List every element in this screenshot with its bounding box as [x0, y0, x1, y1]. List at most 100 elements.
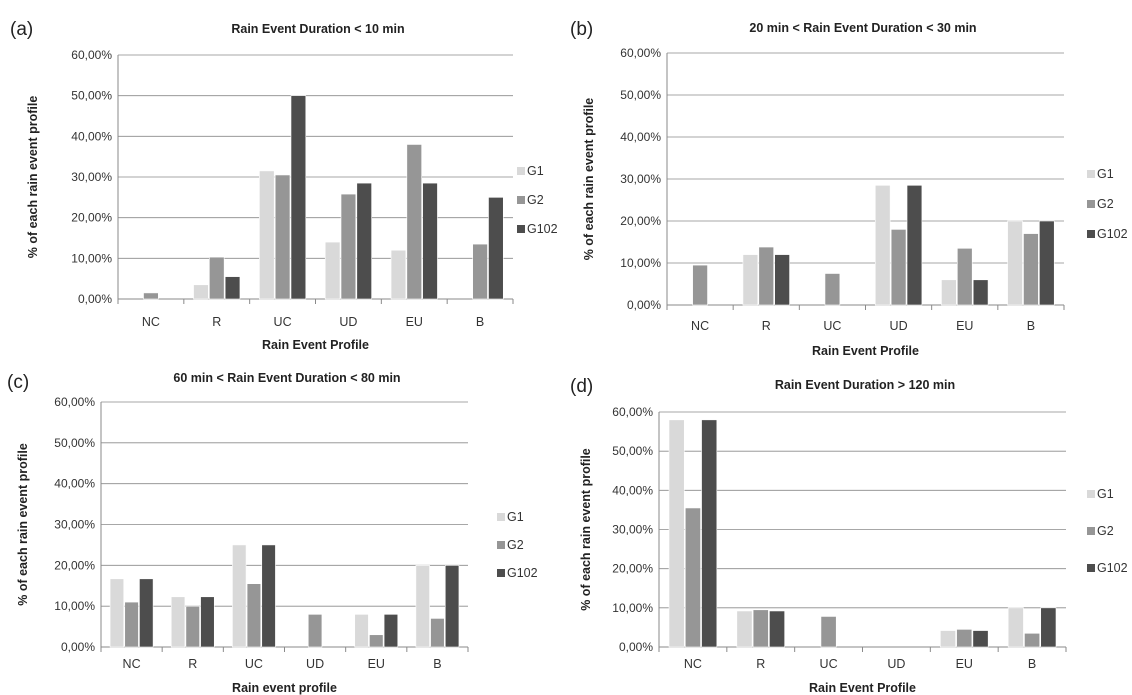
y-tick-label: 60,00%	[612, 405, 653, 419]
bar-g2-b	[472, 243, 488, 300]
x-axis-title: Rain Event Profile	[809, 681, 916, 695]
bar-g1-eu	[354, 614, 369, 648]
bar-g102-uc	[261, 544, 276, 648]
bar-g2-b	[1024, 632, 1041, 648]
legend-swatch-g2	[1087, 527, 1095, 535]
bar-g2-ud	[340, 193, 357, 300]
panel-label: (b)	[570, 19, 593, 40]
x-tick-label: UC	[245, 657, 263, 671]
bar-g2-uc	[820, 616, 837, 648]
x-tick-label: UC	[820, 657, 838, 671]
x-tick-label: B	[1027, 319, 1035, 333]
bar-g2-uc	[824, 273, 841, 306]
bar-g102-eu	[972, 630, 989, 648]
legend-swatch-g2	[517, 196, 525, 204]
bar-g102-b	[488, 197, 504, 300]
x-tick-label: EU	[406, 315, 423, 329]
x-tick-label: UD	[890, 319, 908, 333]
x-tick-label: B	[433, 657, 441, 671]
bar-g102-ud	[356, 182, 372, 300]
bar-g102-eu	[972, 279, 989, 306]
bar-g102-eu	[422, 182, 438, 300]
legend-swatch-g1	[1087, 490, 1095, 498]
y-tick-label: 50,00%	[620, 88, 661, 102]
y-axis-title: % of each rain event profile	[16, 443, 30, 606]
bar-g2-nc	[684, 507, 701, 648]
bar-g102-nc	[139, 578, 154, 648]
x-tick-label: R	[762, 319, 771, 333]
bar-g1-eu	[390, 249, 407, 300]
y-tick-label: 20,00%	[54, 558, 95, 572]
x-tick-label: NC	[123, 657, 141, 671]
bar-g2-eu	[956, 629, 973, 648]
y-tick-label: 20,00%	[71, 211, 112, 225]
bar-g2-uc	[246, 583, 262, 648]
chart-title: Rain Event Duration > 120 min	[775, 378, 955, 392]
legend-label: G1	[507, 510, 524, 524]
x-tick-label: UD	[306, 657, 324, 671]
legend-label: G102	[527, 222, 558, 236]
bar-g2-uc	[274, 174, 291, 300]
x-tick-label: UD	[339, 315, 357, 329]
bar-g102-uc	[290, 95, 307, 300]
chart-panel-1: (b) 20 min < Rain Event Duration < 30 min…	[570, 19, 1128, 358]
legend-label: G102	[1097, 561, 1128, 575]
chart-title: Rain Event Duration < 10 min	[231, 22, 404, 36]
bar-g1-r	[742, 254, 759, 306]
y-tick-label: 40,00%	[71, 129, 112, 143]
y-axis-title: % of each rain event profile	[582, 98, 596, 261]
bar-g2-r	[752, 609, 769, 648]
x-tick-label: EU	[956, 657, 973, 671]
legend-swatch-g1	[497, 513, 505, 521]
legend-label: G1	[1097, 487, 1114, 501]
bar-g2-ud	[307, 614, 323, 648]
y-tick-label: 60,00%	[620, 46, 661, 60]
y-tick-label: 50,00%	[71, 89, 112, 103]
legend-swatch-g102	[517, 225, 525, 233]
y-tick-label: 0,00%	[619, 640, 653, 654]
bar-g102-r	[200, 596, 215, 648]
bar-g1-b	[1007, 220, 1023, 306]
y-tick-label: 40,00%	[612, 483, 653, 497]
bar-g102-b	[444, 565, 460, 648]
y-tick-label: 30,00%	[612, 523, 653, 537]
bar-g1-eu	[941, 279, 957, 306]
bar-g102-r	[774, 254, 790, 306]
bar-g1-b	[1007, 607, 1024, 648]
bar-g2-eu	[957, 248, 973, 306]
bar-g102-b	[1039, 220, 1055, 306]
x-axis-title: Rain Event Profile	[812, 344, 919, 358]
chart-panel-2: (c) 60 min < Rain Event Duration < 80 min…	[7, 371, 538, 695]
bar-g102-r	[224, 276, 241, 300]
legend-label: G2	[507, 538, 524, 552]
y-tick-label: 40,00%	[54, 477, 95, 491]
chart-title: 20 min < Rain Event Duration < 30 min	[749, 21, 976, 35]
bar-g2-b	[430, 618, 445, 648]
panel-label: (d)	[570, 376, 593, 397]
bar-g102-nc	[701, 419, 718, 648]
chart-panel-0: (a) Rain Event Duration < 10 min 0,00% 10,0…	[10, 19, 558, 352]
bar-g1-b	[415, 565, 430, 648]
bar-g1-eu	[940, 630, 956, 648]
legend-swatch-g102	[1087, 230, 1095, 238]
x-tick-label: B	[1028, 657, 1036, 671]
legend-swatch-g1	[1087, 170, 1095, 178]
y-tick-label: 10,00%	[71, 251, 112, 265]
y-tick-label: 10,00%	[620, 256, 661, 270]
bar-g2-nc	[124, 601, 139, 648]
y-tick-label: 0,00%	[627, 298, 661, 312]
x-tick-label: R	[188, 657, 197, 671]
y-tick-label: 30,00%	[54, 518, 95, 532]
y-tick-label: 10,00%	[612, 601, 653, 615]
bar-g2-b	[1023, 233, 1039, 306]
y-tick-label: 10,00%	[54, 599, 95, 613]
x-tick-label: EU	[956, 319, 973, 333]
x-tick-label: UC	[823, 319, 841, 333]
x-tick-label: R	[756, 657, 765, 671]
y-tick-label: 20,00%	[612, 562, 653, 576]
bar-g2-eu	[369, 634, 384, 648]
x-tick-label: NC	[684, 657, 702, 671]
panel-label: (a)	[10, 19, 33, 40]
y-tick-label: 50,00%	[54, 436, 95, 450]
bar-g1-nc	[668, 419, 685, 648]
